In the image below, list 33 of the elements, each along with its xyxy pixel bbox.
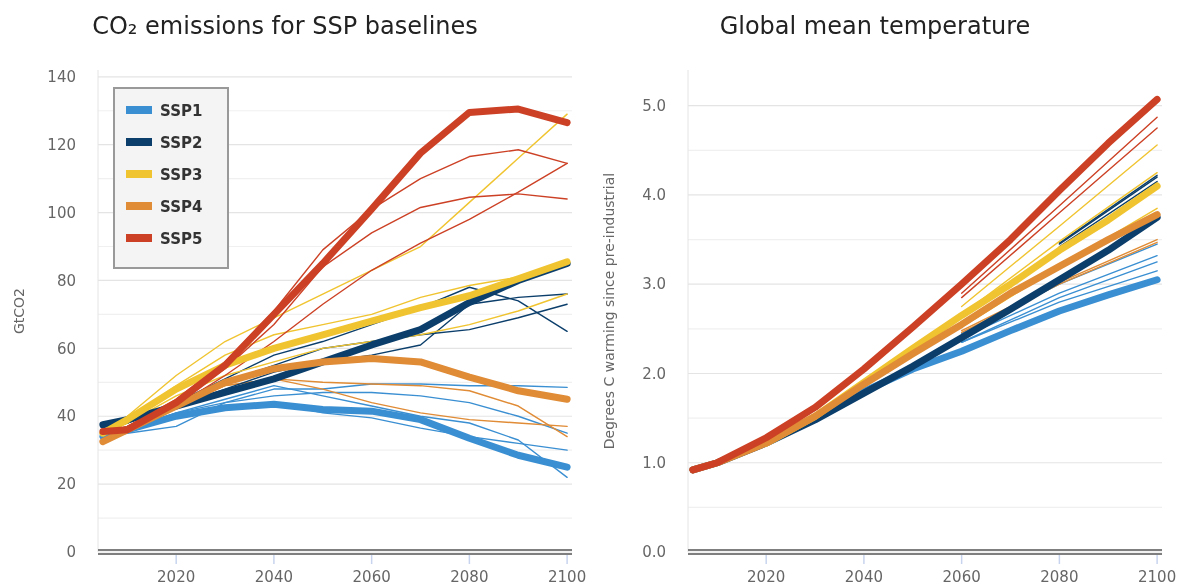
x-tick-label: 2060 (942, 568, 981, 586)
y-tick-label: 80 (56, 271, 76, 290)
x-tick-label: 2020 (747, 568, 786, 586)
y-tick-label: 0 (66, 543, 76, 562)
x-tick-label: 2100 (1138, 568, 1177, 586)
x-tick-label: 2100 (548, 568, 587, 586)
y-tick-label: 4.0 (642, 186, 666, 205)
y-tick-label: 120 (47, 135, 76, 154)
x-tick-label: 2020 (157, 568, 196, 586)
legend-label: SSP2 (160, 134, 203, 152)
y-tick-label: 40 (56, 407, 76, 426)
chart-title: CO₂ emissions for SSP baselines (92, 12, 478, 40)
x-tick-label: 2060 (352, 568, 391, 586)
legend-label: SSP1 (160, 102, 203, 120)
y-tick-label: 2.0 (642, 364, 666, 383)
x-tick-label: 2080 (1040, 568, 1079, 586)
legend-label: SSP3 (160, 166, 203, 184)
y-tick-label: 5.0 (642, 96, 666, 115)
chart-title: Global mean temperature (719, 12, 1031, 40)
legend-label: SSP5 (160, 230, 203, 248)
y-tick-label: 3.0 (642, 275, 666, 294)
y-tick-label: 20 (56, 475, 76, 494)
y-tick-label: 140 (47, 68, 76, 87)
legend-label: SSP4 (160, 198, 203, 216)
x-tick-label: 2080 (450, 568, 489, 586)
y-axis-title: Degrees C warming since pre-industrial (601, 172, 617, 450)
x-tick-label: 2040 (254, 568, 294, 586)
y-tick-label: 60 (56, 339, 76, 358)
y-tick-label: 1.0 (642, 453, 666, 472)
x-tick-label: 2040 (844, 568, 884, 586)
y-tick-label: 0.0 (642, 543, 666, 562)
y-axis-title: GtCO2 (11, 287, 27, 335)
y-tick-label: 100 (47, 203, 76, 222)
